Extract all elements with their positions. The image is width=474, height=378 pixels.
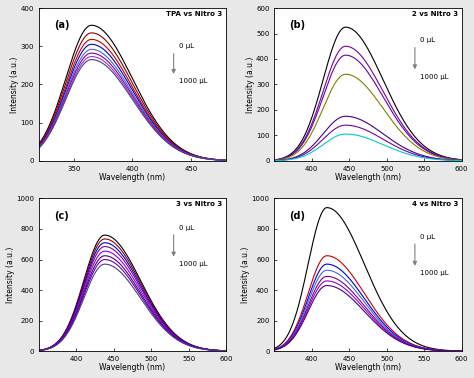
Text: 0 μL: 0 μL <box>179 225 194 231</box>
Text: 0 μL: 0 μL <box>420 234 436 240</box>
Y-axis label: Intensity (a.u.): Intensity (a.u.) <box>10 56 19 113</box>
Text: 1000 μL: 1000 μL <box>179 78 208 84</box>
X-axis label: Wavelength (nm): Wavelength (nm) <box>100 363 165 372</box>
Text: 0 μL: 0 μL <box>179 43 194 49</box>
Text: 2 vs Nitro 3: 2 vs Nitro 3 <box>412 11 458 17</box>
Text: 1000 μL: 1000 μL <box>420 270 449 276</box>
Text: 3 vs Nitro 3: 3 vs Nitro 3 <box>176 201 222 208</box>
Text: (b): (b) <box>290 20 306 30</box>
X-axis label: Wavelength (nm): Wavelength (nm) <box>335 173 401 182</box>
Y-axis label: Intensity (a.u.): Intensity (a.u.) <box>241 246 250 303</box>
Text: (d): (d) <box>290 211 305 221</box>
Y-axis label: Intensity (a.u.): Intensity (a.u.) <box>6 246 15 303</box>
Text: TPA vs Nitro 3: TPA vs Nitro 3 <box>166 11 222 17</box>
Text: 1000 μL: 1000 μL <box>420 74 449 80</box>
X-axis label: Wavelength (nm): Wavelength (nm) <box>335 363 401 372</box>
Text: (a): (a) <box>54 20 69 30</box>
X-axis label: Wavelength (nm): Wavelength (nm) <box>100 173 165 182</box>
Text: 1000 μL: 1000 μL <box>179 261 208 267</box>
Y-axis label: Intensity (a.u.): Intensity (a.u.) <box>246 56 255 113</box>
Text: (c): (c) <box>54 211 69 221</box>
Text: 4 vs Nitro 3: 4 vs Nitro 3 <box>411 201 458 208</box>
Text: 0 μL: 0 μL <box>420 37 436 43</box>
